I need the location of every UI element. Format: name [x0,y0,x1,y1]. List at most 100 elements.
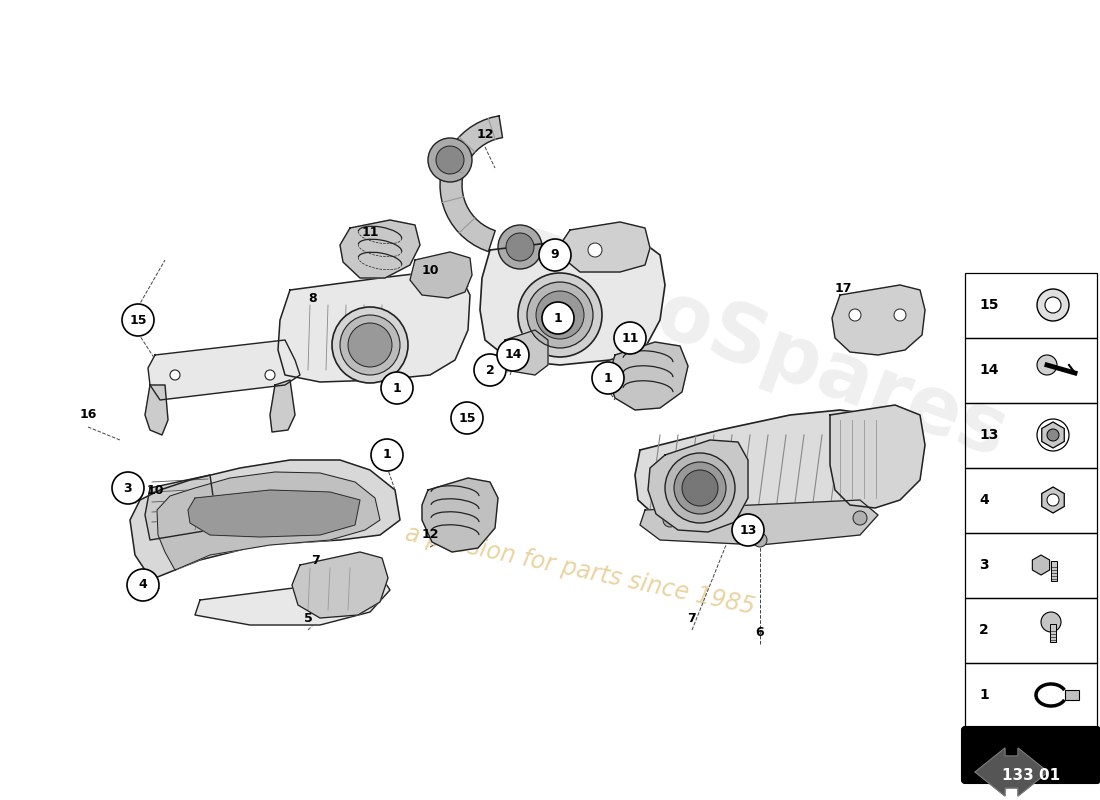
Text: 3: 3 [123,482,132,494]
Text: 133 01: 133 01 [1002,769,1060,783]
Circle shape [674,462,726,514]
Text: 17: 17 [834,282,851,294]
Circle shape [754,533,767,547]
Circle shape [1045,297,1062,313]
Text: 1: 1 [604,371,613,385]
Circle shape [1047,429,1059,441]
Polygon shape [145,475,214,540]
Circle shape [122,304,154,336]
Polygon shape [608,342,688,410]
Circle shape [849,309,861,321]
Text: 16: 16 [79,409,97,422]
Text: 6: 6 [756,626,764,638]
Circle shape [852,511,867,525]
Text: 15: 15 [979,298,999,312]
Circle shape [332,307,408,383]
Circle shape [592,362,624,394]
Circle shape [588,243,602,257]
Polygon shape [270,380,295,432]
Polygon shape [1042,422,1065,448]
Circle shape [340,315,400,375]
Text: 2: 2 [979,623,989,637]
Circle shape [451,402,483,434]
Circle shape [371,439,403,471]
Polygon shape [195,575,390,625]
Polygon shape [498,330,548,375]
Circle shape [682,470,718,506]
Polygon shape [188,490,360,537]
Polygon shape [830,405,925,508]
Polygon shape [278,272,470,382]
Polygon shape [130,460,400,580]
Polygon shape [145,385,168,435]
Text: 15: 15 [459,411,475,425]
Polygon shape [340,220,420,278]
Text: 5: 5 [304,611,312,625]
Polygon shape [148,340,300,400]
Circle shape [170,370,180,380]
Text: 3: 3 [979,558,989,572]
Circle shape [518,273,602,357]
Circle shape [527,282,593,348]
Circle shape [112,472,144,504]
Circle shape [381,372,412,404]
Bar [965,468,1097,533]
Bar [1050,624,1056,642]
Circle shape [126,569,160,601]
Polygon shape [1032,555,1049,575]
Circle shape [474,354,506,386]
Polygon shape [562,222,650,272]
Circle shape [428,138,472,182]
Circle shape [1041,612,1062,632]
Circle shape [265,370,275,380]
Polygon shape [480,238,666,365]
Text: 1: 1 [553,311,562,325]
Bar [1050,561,1057,581]
Polygon shape [1042,487,1065,513]
Text: 1: 1 [393,382,402,394]
Polygon shape [157,472,380,570]
Circle shape [348,323,392,367]
Text: 1: 1 [979,688,989,702]
Polygon shape [648,440,748,532]
Text: 11: 11 [621,331,639,345]
Text: 12: 12 [476,129,494,142]
Circle shape [1047,494,1059,506]
Text: 10: 10 [421,263,439,277]
Polygon shape [440,116,503,251]
Bar [965,663,1097,728]
Circle shape [497,339,529,371]
Text: 13: 13 [979,428,999,442]
Circle shape [663,513,676,527]
Circle shape [539,239,571,271]
Text: 2: 2 [485,363,494,377]
Circle shape [1037,289,1069,321]
Circle shape [732,514,764,546]
Text: 1: 1 [383,449,392,462]
Circle shape [542,302,574,334]
Bar [965,533,1097,598]
Text: 14: 14 [979,363,999,377]
Circle shape [536,291,584,339]
Bar [965,338,1097,403]
Circle shape [614,322,646,354]
Text: a passion for parts since 1985: a passion for parts since 1985 [403,521,757,619]
Circle shape [436,146,464,174]
Polygon shape [975,748,1048,796]
Text: 10: 10 [146,483,164,497]
Circle shape [506,233,534,261]
Text: EuroSpares: EuroSpares [503,225,1018,475]
Text: 15: 15 [130,314,146,326]
Circle shape [894,309,906,321]
Polygon shape [640,500,878,545]
Text: 9: 9 [551,249,559,262]
Text: 4: 4 [979,493,989,507]
Circle shape [666,453,735,523]
Bar [1065,690,1079,700]
FancyBboxPatch shape [962,727,1100,783]
Polygon shape [832,285,925,355]
Text: 7: 7 [310,554,319,566]
Polygon shape [410,252,472,298]
Text: 8: 8 [309,291,317,305]
Text: 12: 12 [421,529,439,542]
